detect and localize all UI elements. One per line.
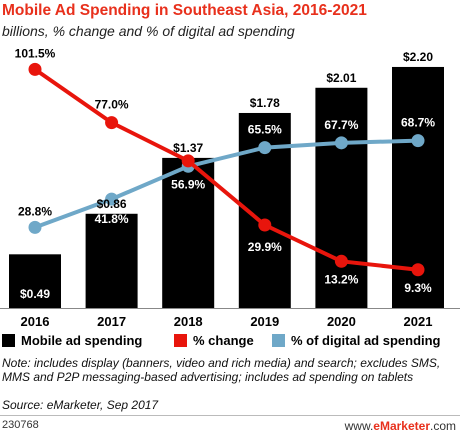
pct-digital-point-2016 [28,220,42,234]
pct-change-point-2016 [28,62,42,76]
bar-2018 [162,157,215,308]
x-tick-label-2021: 2021 [404,314,433,329]
pct-change-point-2018 [181,154,195,168]
legend-swatch-black [2,334,15,347]
x-tick-label-2016: 2016 [21,314,50,329]
pct-change-line [33,67,419,272]
bar-label-2020: $2.01 [326,71,356,85]
chart-source: Source: eMarketer, Sep 2017 [2,398,159,412]
pct-change-point-2017 [105,116,119,130]
legend-item-pct-digital: % of digital ad spending [272,333,441,348]
chart-note: Note: includes display (banners, video a… [2,356,441,384]
pct-change-label-2016: 101.5% [15,46,56,60]
chart-id: 230768 [2,419,39,431]
pct-digital-label-2018: 56.9% [171,177,205,191]
pct-digital-label-2016: 28.8% [18,204,52,218]
pct-change-point-2021 [411,263,425,277]
brand-prefix: www. [344,419,374,433]
legend-swatch-red [174,334,187,347]
pct-change-point-2019 [258,218,272,232]
chart-plot: 2016 2017 2018 2019 2020 2021 $0.49 $0.86 $1.37 $… [0,46,460,329]
brand-suffix: .com [429,419,456,433]
legend-swatch-blue [272,334,285,347]
x-tick-label-2017: 2017 [97,314,126,329]
pct-digital-label-2020: 67.7% [324,118,358,132]
legend-label: % of digital ad spending [291,333,441,348]
legend-item-mobile-ad-spending: Mobile ad spending [2,333,142,348]
brand-name: eMarketer [373,419,430,433]
pct-change-label-2019: 29.9% [248,240,282,254]
pct-digital-label-2021: 68.7% [401,116,435,130]
pct-digital-point-2021 [411,134,425,148]
chart-subtitle: billions, % change and % of digital ad s… [2,23,295,39]
pct-digital-label-2019: 65.5% [248,123,282,137]
x-tick-label-2019: 2019 [250,314,279,329]
pct-change-label-2018: 59.4% [171,126,205,140]
pct-digital-point-2019 [258,141,272,155]
bar-label-2021: $2.20 [403,50,433,64]
pct-change-label-2021: 9.3% [404,281,432,295]
bar-label-2018: $1.37 [173,141,203,155]
pct-change-label-2017: 77.0% [95,98,129,112]
bar-2016 [9,254,61,308]
pct-change-point-2020 [334,254,348,268]
x-tick-label-2018: 2018 [174,314,203,329]
pct-digital-line [34,138,419,230]
bar-label-2019: $1.78 [250,96,280,110]
brand-logo: www.eMarketer.com [345,419,456,433]
pct-digital-label-2017: 41.8% [95,212,129,226]
pct-change-label-2020: 13.2% [324,272,358,286]
x-tick-label-2020: 2020 [327,314,356,329]
bar-label-2016: $0.49 [20,287,50,301]
legend-label: Mobile ad spending [21,333,143,348]
pct-digital-point-2017 [105,192,119,206]
bar-label-2017: $0.86 [97,197,127,211]
bar-2017 [85,213,138,308]
footer-divider [0,415,460,416]
bar-2020 [315,87,368,308]
legend-item-pct-change: % change [174,333,254,348]
legend-label: % change [193,333,254,348]
pct-digital-point-2020 [334,136,348,150]
chart-title: Mobile Ad Spending in Southeast Asia, 20… [2,2,367,19]
